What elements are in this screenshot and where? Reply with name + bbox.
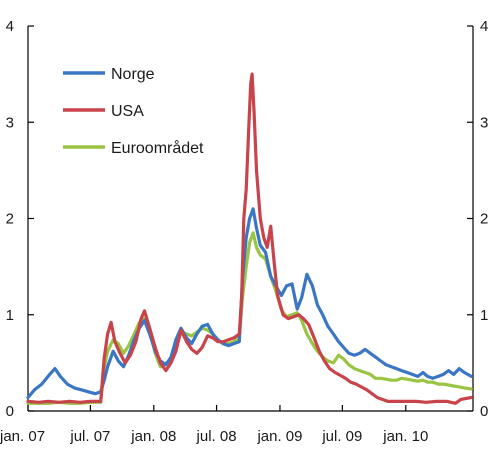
x-tick-label: jul. 08 [196, 428, 237, 445]
x-tick-label: jan. 10 [382, 428, 428, 445]
legend-label-0: Norge [111, 66, 155, 83]
x-tick-label: jan. 08 [130, 428, 176, 445]
y-tick-label-right: 4 [480, 18, 488, 35]
series-line-1 [26, 72, 473, 405]
y-tick-label-right: 3 [480, 114, 488, 131]
legend-label-1: USA [111, 103, 144, 120]
legend: Norge USA Euroområdet [63, 66, 204, 157]
series-line-2 [26, 231, 473, 405]
y-tick-label-left: 0 [6, 403, 14, 420]
x-tick-label: jul. 09 [321, 428, 362, 445]
y-tick-label-left: 3 [6, 114, 14, 131]
x-tick-label: jul. 07 [69, 428, 110, 445]
y-tick-label-right: 0 [480, 403, 488, 420]
series-layer [26, 72, 473, 405]
y-tick-label-left: 1 [6, 307, 14, 324]
y-tick-label-right: 1 [480, 307, 488, 324]
chart-axes: 0 0 1 1 2 2 3 3 4 4 jan. 07 jul. 07 jan. 08 jul. 08 ja… [0, 18, 488, 445]
series-line-0 [26, 207, 473, 400]
y-tick-label-left: 2 [6, 211, 14, 228]
y-tick-label-left: 4 [6, 18, 14, 35]
x-tick-label: jan. 07 [0, 428, 45, 445]
legend-label-2: Euroområdet [111, 139, 204, 157]
y-tick-label-right: 2 [480, 211, 488, 228]
x-tick-label: jan. 09 [256, 428, 302, 445]
